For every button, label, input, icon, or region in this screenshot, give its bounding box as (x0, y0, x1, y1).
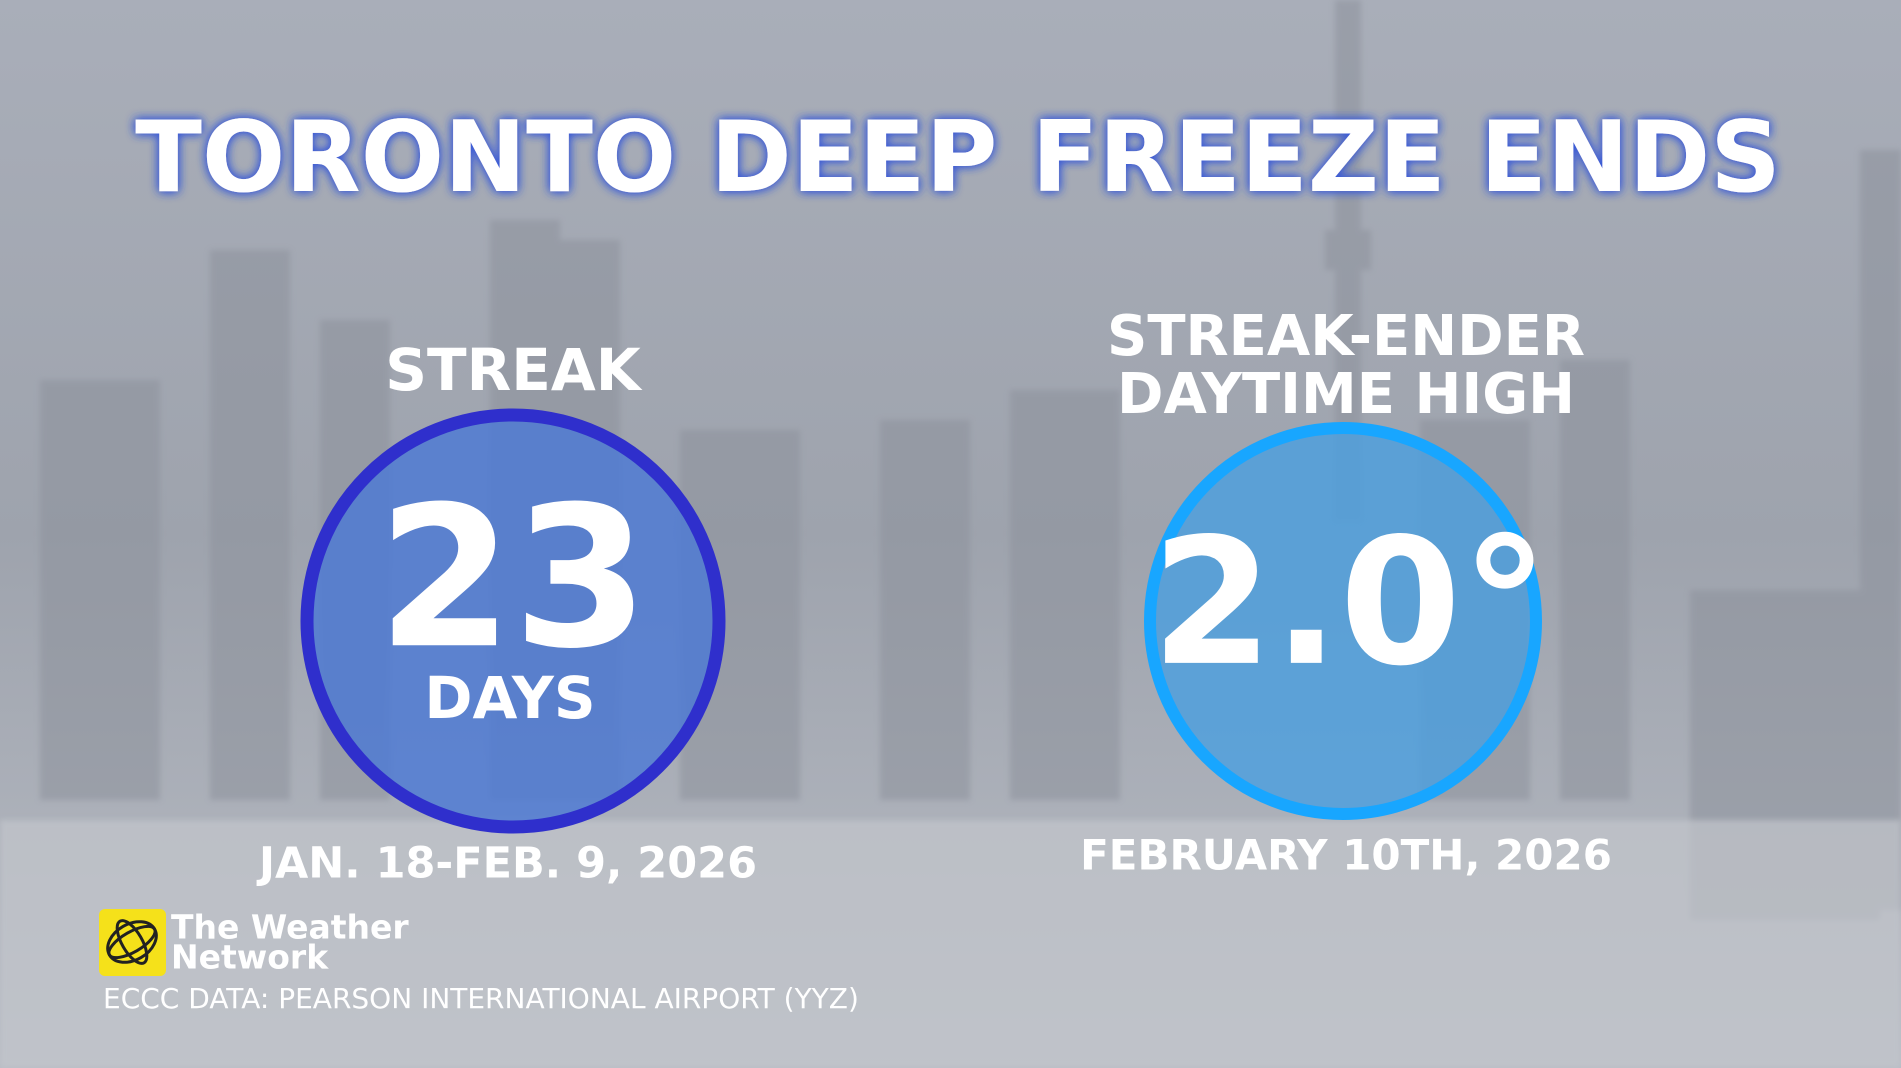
title: TORONTO DEEP FREEZE ENDS (135, 101, 1781, 215)
streak-circle (300, 408, 726, 834)
streak-date: JAN. 18-FEB. 9, 2026 (256, 839, 757, 889)
streak-value: 23 (377, 464, 648, 691)
streak-label: STREAK (385, 336, 643, 404)
streak-unit: DAYS (424, 664, 595, 732)
high-label: DAYTIME HIGH (1117, 362, 1575, 427)
high-circle (1144, 422, 1542, 820)
logo-globe (106, 919, 158, 965)
high-value: 2.0° (1151, 502, 1549, 705)
high-label: STREAK-ENDER (1107, 304, 1585, 369)
logo-text: The Weather (171, 908, 409, 947)
source: ECCC DATA: PEARSON INTERNATIONAL AIRPORT… (103, 982, 859, 1015)
logo-text: Network (171, 938, 329, 977)
high-date: FEBRUARY 10TH, 2026 (1080, 831, 1612, 880)
trees (0, 820, 1901, 1068)
